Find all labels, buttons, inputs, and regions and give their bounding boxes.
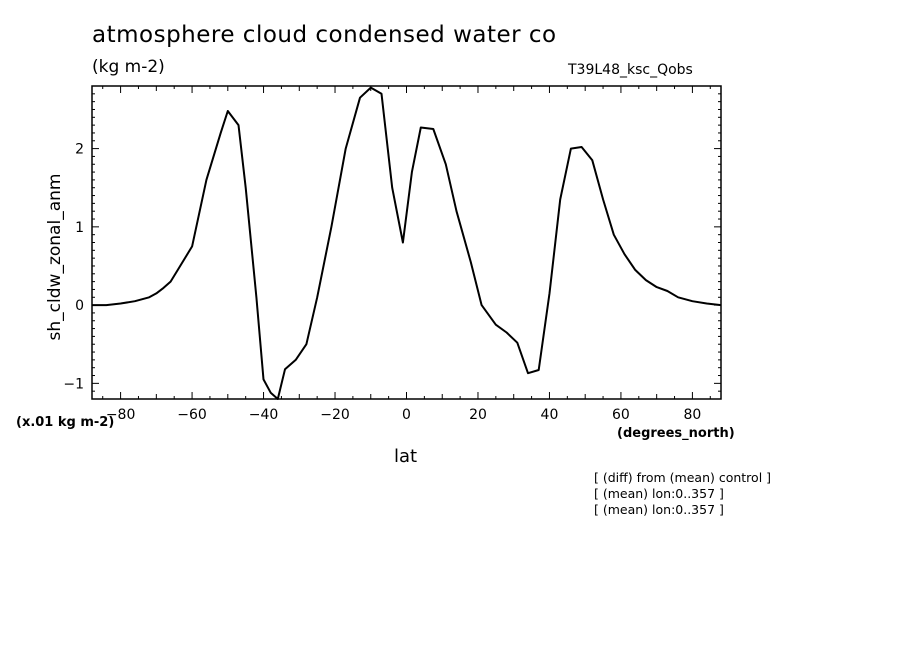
x-tick-label: 0 (402, 407, 411, 423)
y-axis-label: sh_cldw_zonal_anm (45, 173, 65, 341)
x-units-label: (degrees_north) (617, 426, 735, 441)
note-line: [ (mean) lon:0..357 ] (594, 486, 724, 501)
plot-frame (91, 85, 722, 400)
note-line: [ (mean) lon:0..357 ] (594, 502, 724, 517)
plot-axes (91, 85, 722, 400)
x-tick-label: −80 (106, 407, 136, 423)
run-label: T39L48_ksc_Qobs (568, 62, 693, 78)
x-tick-label: −40 (249, 407, 279, 423)
scale-label: (x.01 kg m-2) (16, 415, 115, 430)
y-tick-label: 1 (75, 220, 84, 236)
x-tick-label: 60 (612, 407, 630, 423)
x-tick-label: 80 (683, 407, 701, 423)
x-ticks: −80 −60 −40 −20 0 20 40 60 80 (102, 86, 711, 423)
x-tick-label: −60 (177, 407, 207, 423)
chart-title: atmosphere cloud condensed water co (92, 22, 557, 48)
y-tick-label: −1 (63, 376, 84, 392)
x-tick-label: 40 (541, 407, 559, 423)
y-ticks: −1 0 1 2 (63, 85, 721, 400)
chart-units: (kg m-2) (92, 57, 165, 77)
y-tick-label: 0 (75, 298, 84, 314)
series-line (92, 86, 722, 400)
y-tick-label: 2 (75, 142, 84, 158)
notes: [ (diff) from (mean) control ] [ (mean) … (594, 470, 771, 518)
note-line: [ (diff) from (mean) control ] (594, 470, 772, 485)
x-tick-label: −20 (320, 407, 350, 423)
x-tick-label: 20 (469, 407, 487, 423)
x-axis-label: lat (394, 446, 418, 467)
